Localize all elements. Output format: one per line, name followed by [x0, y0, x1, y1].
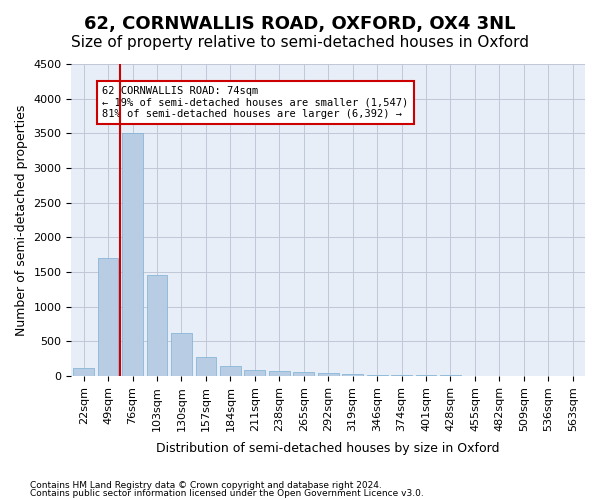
Text: 62 CORNWALLIS ROAD: 74sqm
← 19% of semi-detached houses are smaller (1,547)
81% : 62 CORNWALLIS ROAD: 74sqm ← 19% of semi-… — [102, 86, 409, 119]
Bar — [318, 374, 338, 376]
Bar — [122, 134, 143, 376]
Bar — [244, 370, 265, 376]
Bar — [171, 333, 192, 376]
Text: Size of property relative to semi-detached houses in Oxford: Size of property relative to semi-detach… — [71, 35, 529, 50]
Text: Contains public sector information licensed under the Open Government Licence v3: Contains public sector information licen… — [30, 488, 424, 498]
Bar — [146, 276, 167, 376]
Text: 62, CORNWALLIS ROAD, OXFORD, OX4 3NL: 62, CORNWALLIS ROAD, OXFORD, OX4 3NL — [84, 15, 516, 33]
Bar — [367, 374, 388, 376]
Bar — [391, 375, 412, 376]
Bar — [98, 258, 118, 376]
Bar — [220, 366, 241, 376]
X-axis label: Distribution of semi-detached houses by size in Oxford: Distribution of semi-detached houses by … — [157, 442, 500, 455]
Bar — [73, 368, 94, 376]
Text: Contains HM Land Registry data © Crown copyright and database right 2024.: Contains HM Land Registry data © Crown c… — [30, 481, 382, 490]
Bar — [293, 372, 314, 376]
Bar — [196, 358, 217, 376]
Y-axis label: Number of semi-detached properties: Number of semi-detached properties — [15, 104, 28, 336]
Bar — [342, 374, 363, 376]
Bar — [269, 371, 290, 376]
